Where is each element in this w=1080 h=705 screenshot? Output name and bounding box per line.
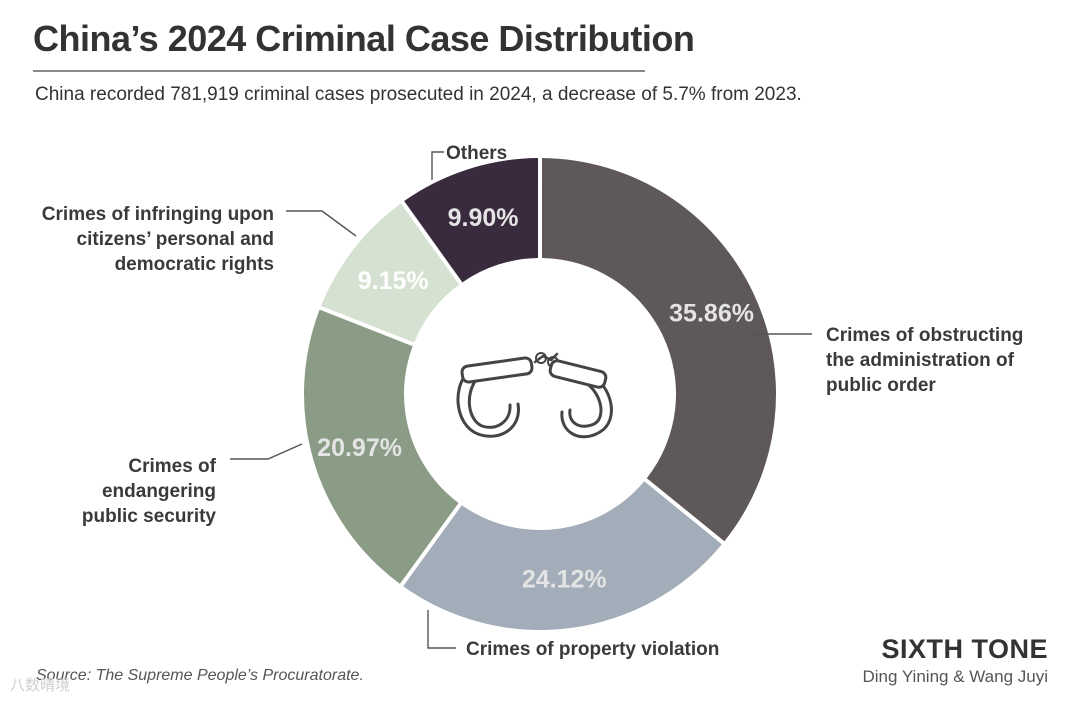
source-note: Source: The Supreme People’s Procuratora… (36, 667, 364, 684)
value-label-3: 9.15% (358, 267, 429, 295)
category-label-1-line-0: Crimes of property violation (466, 639, 719, 660)
leader-line-4 (431, 151, 444, 180)
brand-logo: SIXTH TONE (881, 634, 1048, 664)
authors-credit: Ding Yining & Wang Juyi (862, 667, 1048, 686)
value-label-1: 24.12% (522, 565, 607, 593)
handcuffs-icon (456, 352, 613, 439)
category-label-0-line-2: public order (826, 375, 936, 396)
leader-line-3 (286, 210, 357, 237)
category-label-3-line-1: citizens’ personal and (77, 229, 274, 250)
slice-4 (404, 158, 539, 283)
value-labels: 35.86% 24.12% 20.97% 9.15% 9.90% (317, 204, 754, 593)
leader-line-1 (427, 610, 456, 649)
slice-2 (304, 309, 459, 584)
watermark: 八数晴境 (10, 677, 71, 694)
category-label-4-line-0: Others (446, 143, 507, 164)
chart-title: China’s 2024 Criminal Case Distribution (33, 18, 695, 59)
title-divider (33, 70, 645, 72)
value-label-2: 20.97% (317, 434, 402, 462)
category-label-0-line-0: Crimes of obstructing (826, 325, 1023, 346)
category-label-0-line-1: the administration of (826, 350, 1015, 371)
slice-1 (403, 481, 722, 630)
category-label-2-line-0: Crimes of (128, 456, 216, 477)
category-label-2-line-2: public security (82, 506, 217, 527)
slice-0 (541, 158, 777, 542)
slice-3 (321, 203, 460, 343)
chart-subtitle: China recorded 781,919 criminal cases pr… (35, 84, 802, 105)
value-label-0: 35.86% (669, 299, 754, 327)
category-label-2-line-1: endangering (102, 481, 216, 502)
leader-lines (230, 151, 812, 649)
category-label-3-line-0: Crimes of infringing upon (42, 204, 274, 225)
leader-line-2 (230, 443, 303, 460)
category-label-3-line-2: democratic rights (115, 254, 274, 275)
category-labels: Crimes of obstructing the administration … (42, 143, 1024, 660)
value-label-4: 9.90% (448, 204, 519, 232)
donut-slices (304, 158, 777, 630)
